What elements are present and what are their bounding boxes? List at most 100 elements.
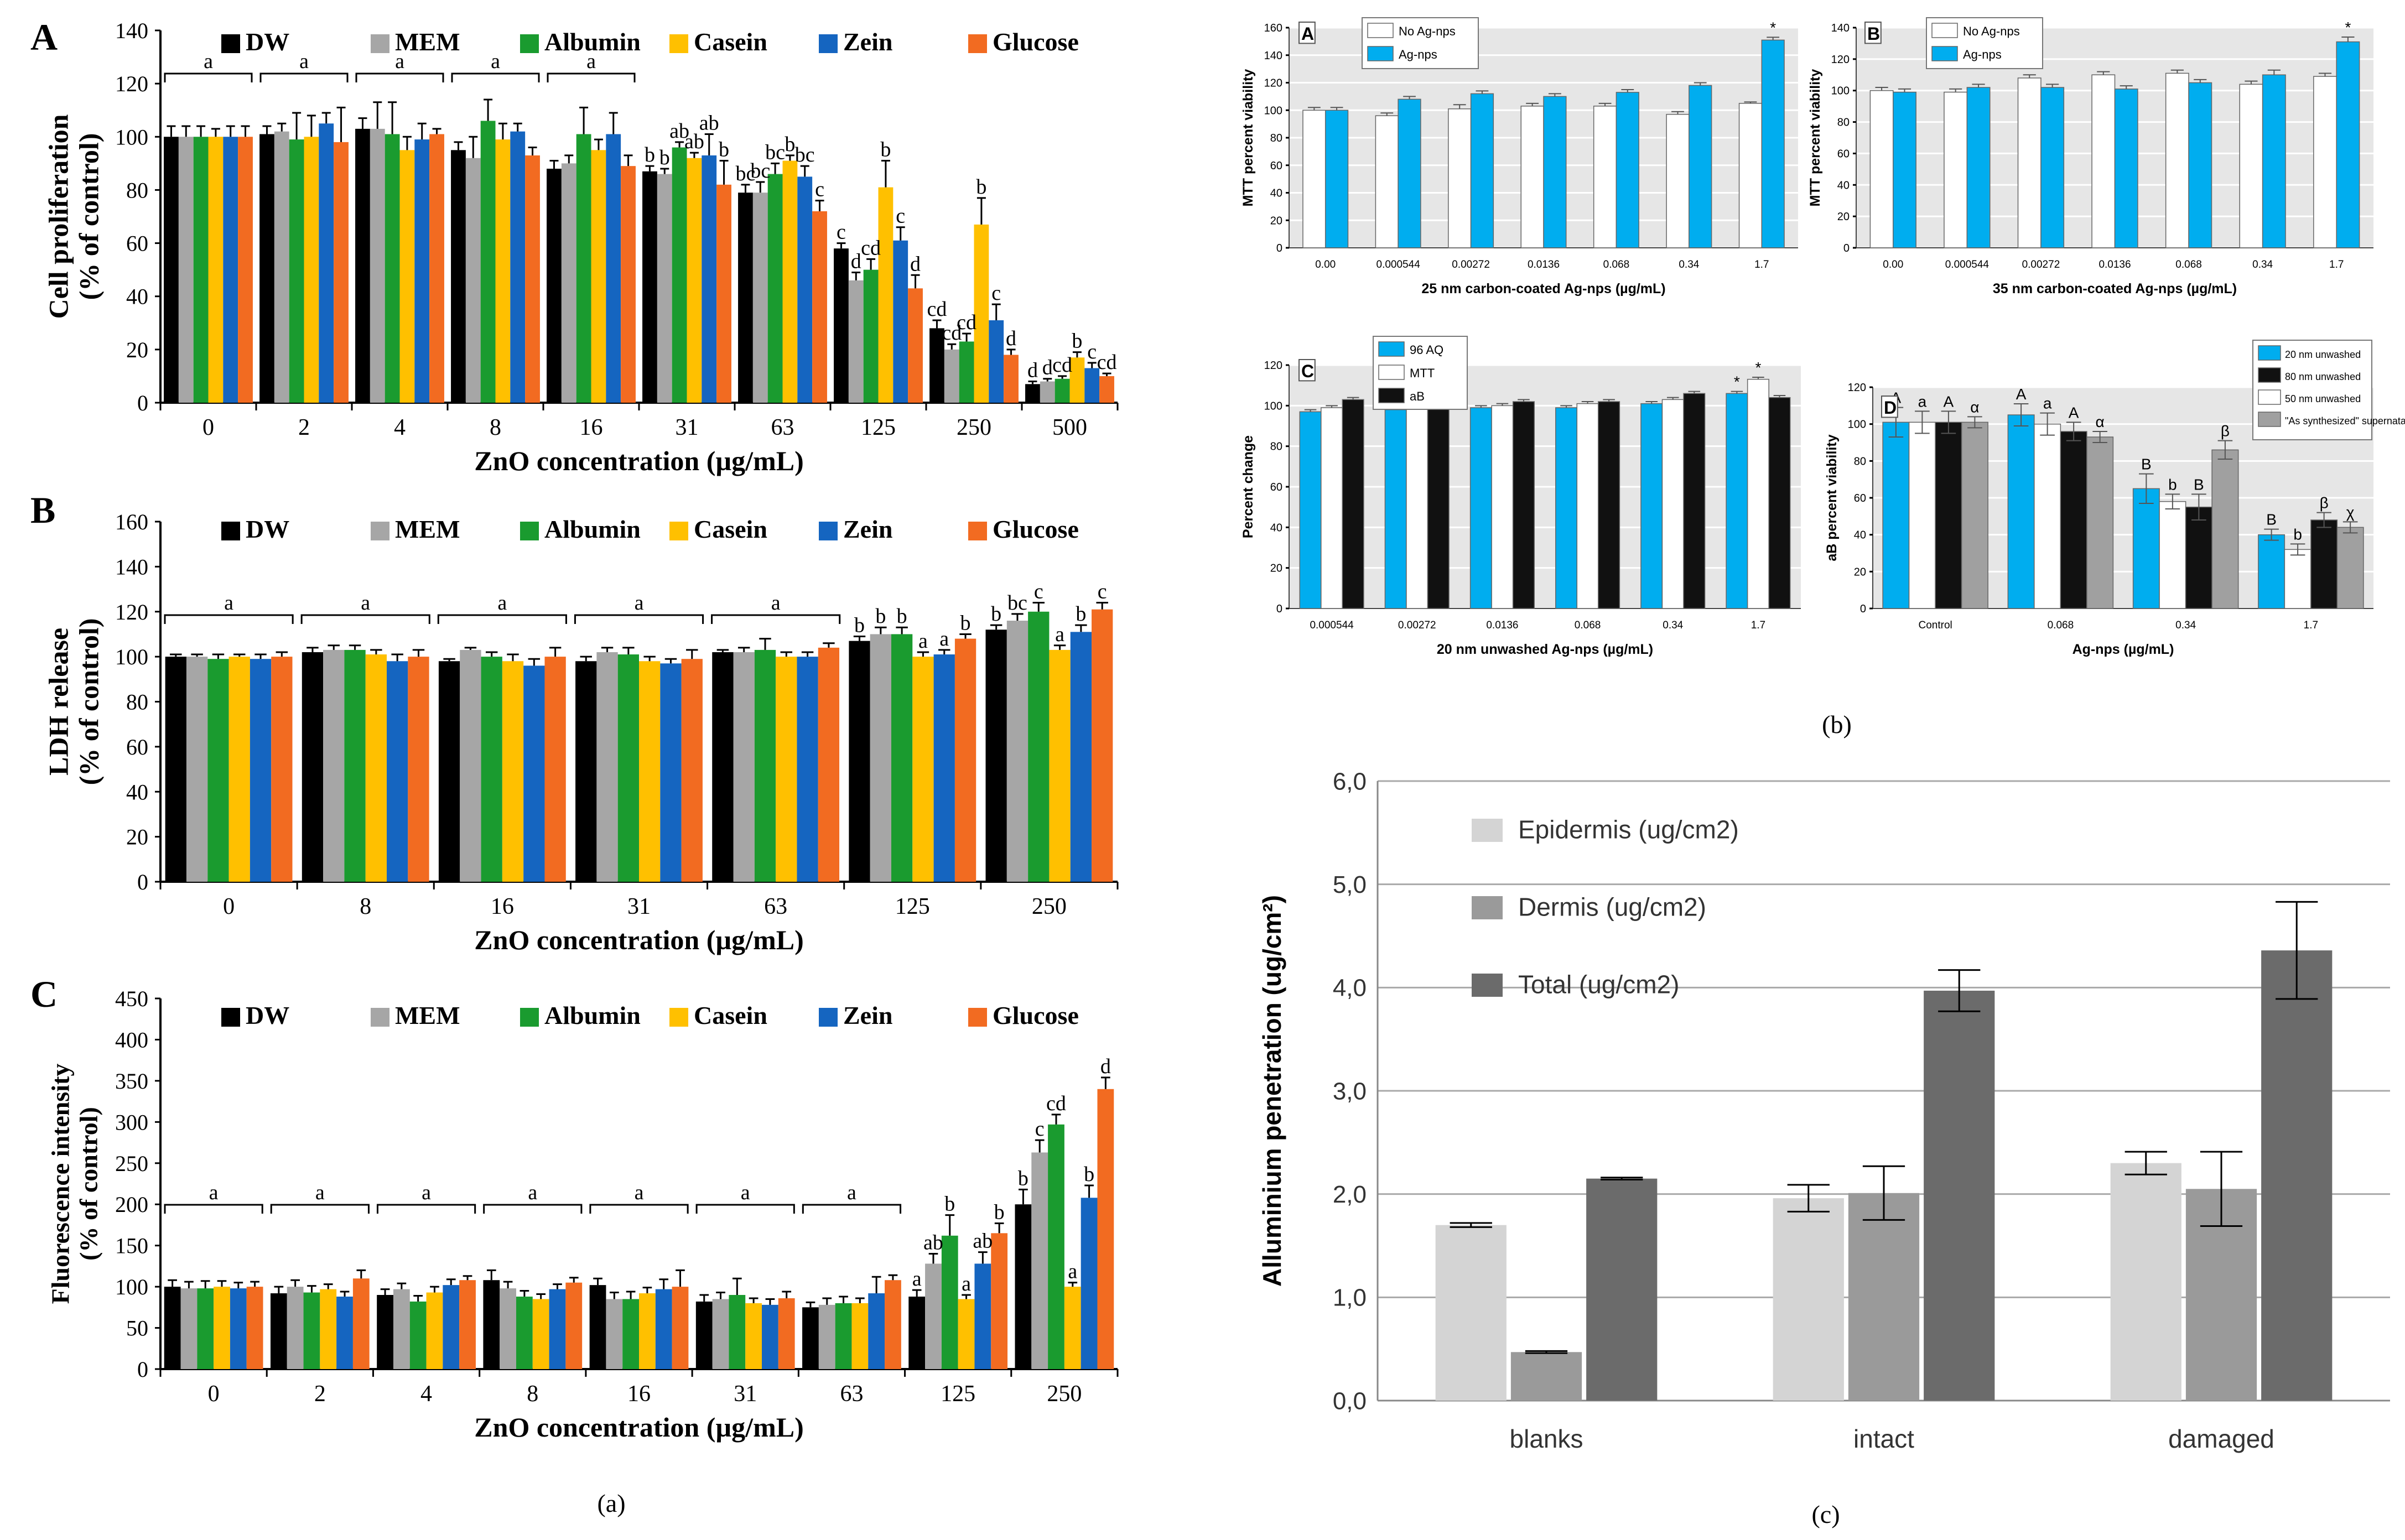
x-tick-label: 0.00 (1315, 259, 1336, 270)
y-tick-label: 100 (115, 124, 148, 149)
bar-no-ag-nps (2165, 72, 2189, 248)
significance-letter: b (976, 175, 986, 199)
bar-mtt (1661, 399, 1684, 609)
bar-ag-nps (2262, 74, 2286, 248)
legend-swatch-96-aq (1378, 341, 1405, 357)
bar-albumin (197, 1288, 214, 1369)
bar-80-nm-unwashed (2310, 519, 2338, 609)
bar-glucose (1092, 609, 1113, 882)
y-axis-title: Fluorescence intensity(% of control) (46, 1064, 103, 1304)
bar-glucose (565, 1282, 583, 1369)
bar-dw (738, 192, 753, 403)
bar-ag-nps (2040, 87, 2065, 248)
bar-casein (208, 137, 224, 403)
significance-letter: a (939, 627, 949, 651)
significance-letter: ab (699, 111, 719, 134)
significance-bracket (451, 72, 540, 82)
y-tick-label: 160 (1264, 22, 1282, 34)
bar-zein (1081, 1198, 1098, 1369)
caption-c: (c) (1811, 1500, 1840, 1528)
bar-casein (214, 1287, 230, 1369)
significance-letter: b (1084, 1163, 1094, 1186)
x-tick-label: 16 (627, 1381, 651, 1407)
bar-80-nm-unwashed (2185, 506, 2212, 609)
y-tick-label: 120 (1848, 382, 1866, 394)
legend-swatch-glucose (968, 522, 987, 540)
significance-letter: d (1100, 1055, 1111, 1078)
bar-zein (510, 131, 526, 403)
bar-ag-nps (1893, 91, 1916, 248)
legend-swatch-no-ag-nps (1367, 23, 1394, 38)
x-axis-title: ZnO concentration (µg/mL) (474, 924, 803, 955)
y-tick-label: 60 (1270, 481, 1282, 493)
significance-letter: a (209, 1181, 219, 1204)
y-tick-label: 40 (1270, 522, 1282, 534)
bar-as-synthesized-supernatant (2336, 527, 2364, 609)
bar-dw (483, 1280, 500, 1369)
y-tick-label: 100 (115, 1274, 148, 1299)
bar-casein (304, 137, 319, 403)
x-tick-label: 0.34 (1679, 259, 1699, 270)
y-tick-label: 0 (137, 870, 148, 894)
chart-b_D: 020406080100120Control0.0680.341.7AaAαAa… (1824, 340, 2405, 657)
bar-50-nm-unwashed (2284, 549, 2311, 609)
significance-letter: b (991, 602, 1001, 626)
bar-zein (387, 661, 408, 882)
bar-glucose (334, 142, 349, 403)
bar-zein (933, 654, 955, 882)
bar-dw (1015, 1204, 1032, 1369)
x-axis-title: ZnO concentration (µg/mL) (474, 445, 803, 476)
bar-glucose (818, 647, 840, 882)
bar-50-nm-unwashed (2159, 501, 2186, 609)
bar-50-nm-unwashed (1908, 422, 1936, 609)
significance-bracket (574, 614, 704, 624)
bar-no-ag-nps (2239, 84, 2263, 248)
bar-albumin (729, 1295, 746, 1369)
bar-albumin (622, 1299, 639, 1369)
bar-dw (164, 1287, 181, 1369)
bar-mtt (1576, 403, 1599, 609)
significance-letter: b (854, 614, 865, 637)
bar-mtt (1491, 405, 1514, 609)
bar-mem (323, 649, 345, 882)
y-tick-label: 120 (115, 600, 148, 625)
significance-letter: b (1076, 602, 1086, 626)
legend-swatch-albumin (520, 1008, 539, 1027)
y-axis-title: LDH release(% of control) (43, 618, 105, 785)
significance-letter: a (497, 591, 507, 615)
bar-total-ug-cm2 (1586, 1178, 1658, 1401)
chart-c: 0,0 1,0 2,0 3,0 4,0 5,0 6,0 blanks intact damaged… (1258, 768, 2390, 1453)
significance-letter: b (994, 1200, 1005, 1224)
legend-label: 80 nm unwashed (2285, 371, 2361, 382)
y-axis-title-line: (% of control) (74, 133, 105, 300)
significance-letter: a (635, 591, 644, 615)
bar-albumin (891, 634, 913, 882)
bar-dw (929, 328, 944, 403)
bar-casein (399, 150, 415, 403)
x-tick-label: 2 (314, 1381, 326, 1407)
bar-20-nm-unwashed (2258, 534, 2285, 609)
panel-letter-box (1864, 22, 1882, 44)
legend-swatch-mtt (1378, 365, 1405, 380)
bar-zein (250, 659, 272, 882)
y-axis-title: Cell proliferation(% of control) (43, 114, 105, 319)
bar-zein (797, 176, 813, 403)
legend-swatch-mem (371, 34, 389, 53)
y-tick-label: 120 (1264, 77, 1282, 90)
significance-letter: B (2266, 511, 2277, 528)
legend-swatch-casein (669, 34, 688, 53)
bar-no-ag-nps (1869, 90, 1894, 248)
bar-no-ag-nps (2091, 74, 2116, 248)
y-tick-label: 60 (126, 231, 148, 256)
bar-no-ag-nps (1520, 106, 1544, 248)
significance-letter: a (918, 629, 928, 653)
bar-albumin (672, 147, 687, 403)
significance-letter: a (395, 50, 404, 73)
y-tick-label: 100 (1831, 85, 1850, 97)
significance-letter: d (1042, 356, 1053, 379)
bar-zein (1070, 632, 1092, 882)
x-tick-label: 1.7 (2304, 620, 2318, 631)
bar-albumin (835, 1303, 852, 1369)
bar-glucose (681, 659, 703, 882)
bar-mem (657, 174, 672, 403)
